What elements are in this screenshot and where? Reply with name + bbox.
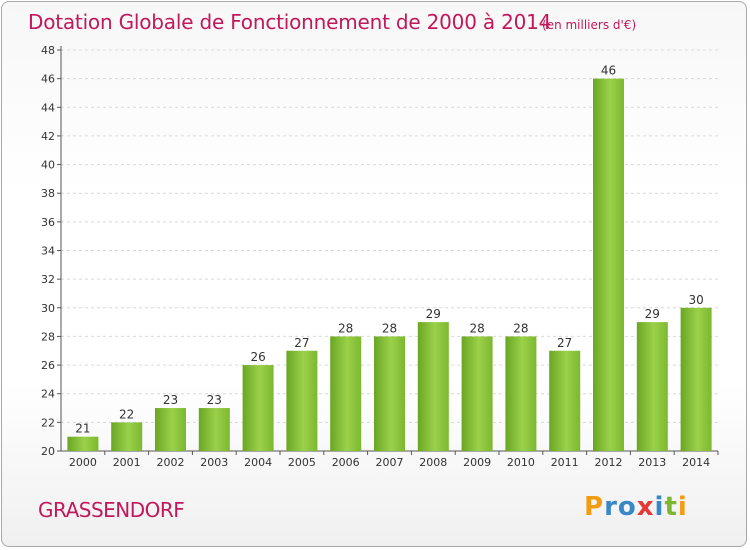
bar-value-label: 30 — [688, 293, 703, 307]
logo-letter: x — [636, 492, 655, 522]
bar-value-label: 21 — [75, 422, 90, 436]
bar — [417, 322, 449, 451]
bar-value-label: 23 — [207, 393, 222, 407]
y-tick-label: 20 — [41, 445, 55, 458]
bar-value-label: 46 — [601, 64, 616, 78]
bar — [198, 408, 230, 451]
bar — [67, 436, 99, 451]
bar — [461, 336, 493, 451]
y-tick-label: 28 — [41, 330, 55, 343]
x-tick-label: 2004 — [244, 456, 272, 469]
logo-letter: P — [584, 492, 605, 522]
y-tick-label: 44 — [41, 101, 55, 114]
bar — [286, 350, 318, 451]
x-tick-label: 2010 — [507, 456, 535, 469]
bar-value-label: 29 — [426, 307, 441, 321]
bar — [155, 408, 186, 451]
logo-letter: i — [654, 492, 665, 522]
x-tick-label: 2005 — [288, 456, 316, 469]
x-tick-label: 2007 — [376, 456, 404, 469]
bar-value-label: 28 — [469, 321, 484, 335]
x-tick-label: 2012 — [595, 456, 623, 469]
x-tick-label: 2001 — [113, 456, 141, 469]
bar-value-label: 28 — [513, 321, 528, 335]
logo-letter: i — [677, 492, 688, 522]
labels: 20 22 24 26 28 30 32 34 36 38 40 42 44 46 48 21 2000 22 20… — [41, 44, 710, 469]
bar-value-label: 29 — [645, 307, 660, 321]
bar-value-label: 28 — [338, 321, 353, 335]
y-tick-label: 24 — [41, 388, 55, 401]
bar-value-label: 26 — [250, 350, 265, 364]
y-tick-label: 30 — [41, 302, 55, 315]
bar — [330, 336, 362, 451]
logo-letter: t — [664, 492, 678, 522]
x-tick-label: 2006 — [332, 456, 360, 469]
x-tick-label: 2008 — [419, 456, 447, 469]
y-tick-label: 26 — [41, 359, 55, 372]
y-tick-label: 42 — [41, 130, 55, 143]
y-tick-label: 40 — [41, 159, 55, 172]
bar-value-label: 27 — [294, 336, 309, 350]
y-tick-label: 34 — [41, 245, 55, 258]
logo-letter: r — [604, 492, 618, 522]
x-tick-label: 2002 — [157, 456, 185, 469]
bar — [549, 350, 581, 451]
y-tick-label: 36 — [41, 216, 55, 229]
proxiti-logo: Proxiti — [584, 492, 688, 522]
location-name: GRASSENDORF — [38, 498, 185, 522]
x-tick-label: 2014 — [682, 456, 710, 469]
bar-value-label: 28 — [382, 321, 397, 335]
bars — [67, 78, 712, 452]
x-tick-label: 2003 — [200, 456, 228, 469]
y-tick-label: 46 — [41, 73, 55, 86]
logo-letter: o — [617, 492, 637, 522]
x-tick-label: 2000 — [69, 456, 97, 469]
y-tick-label: 38 — [41, 187, 55, 200]
x-tick-label: 2013 — [638, 456, 666, 469]
bar — [111, 422, 143, 451]
bar — [505, 336, 537, 451]
bar — [636, 322, 668, 451]
y-tick-label: 22 — [41, 416, 55, 429]
y-tick-label: 48 — [41, 44, 55, 57]
bar — [593, 78, 624, 452]
bar-value-label: 22 — [119, 407, 134, 421]
y-tick-label: 32 — [41, 273, 55, 286]
chart-subtitle: (en milliers d'€) — [542, 18, 637, 32]
x-tick-label: 2009 — [463, 456, 491, 469]
bar — [680, 307, 712, 451]
bar-value-label: 27 — [557, 336, 572, 350]
bar-value-label: 23 — [163, 393, 178, 407]
chart-title: Dotation Globale de Fonctionnement de 20… — [28, 10, 552, 34]
bar — [374, 336, 405, 451]
bar — [242, 365, 274, 451]
x-tick-label: 2011 — [551, 456, 579, 469]
